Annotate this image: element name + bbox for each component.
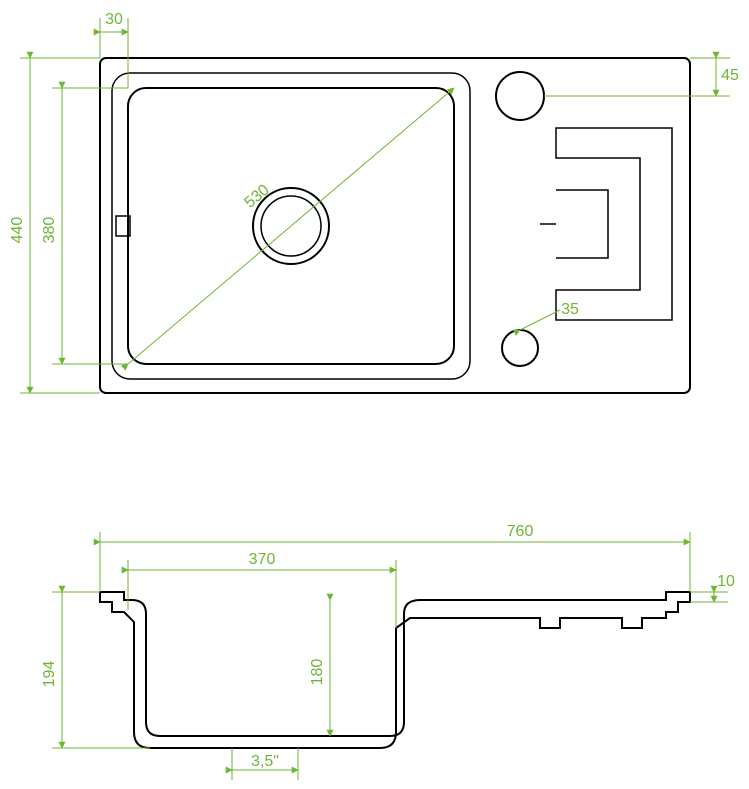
sink-outer	[100, 58, 690, 393]
dim-370: 370	[128, 551, 396, 628]
dim-drain: 3,5"	[232, 748, 298, 780]
drainer-ridge-inner	[556, 190, 608, 258]
dim-10: 10	[690, 573, 735, 602]
dim-380-label: 380	[41, 217, 58, 244]
dim-tap-offset-label: 45	[721, 67, 739, 84]
dim-offset-top-label: 30	[105, 11, 123, 28]
technical-drawing: 30 45 440 380 530	[0, 0, 749, 789]
dim-760-label: 760	[507, 523, 534, 540]
dim-180-label: 180	[309, 659, 326, 686]
dim-knockout-label: 35	[561, 301, 579, 318]
dim-180: 180	[309, 600, 330, 736]
dim-10-label: 10	[717, 573, 735, 590]
sink-profile	[100, 592, 690, 748]
dim-knockout-d: 35	[520, 301, 579, 330]
dim-diag: 530	[128, 88, 454, 364]
knockout-hole	[502, 330, 538, 366]
dim-760: 760	[100, 523, 690, 592]
top-view: 30 45 440 380 530	[9, 11, 739, 393]
dim-194-label: 194	[41, 661, 58, 688]
dim-tap-offset: 45	[544, 58, 739, 96]
tap-hole	[496, 72, 544, 120]
dim-440-label: 440	[9, 217, 26, 244]
dim-offset-top: 30	[100, 11, 128, 88]
side-view: 760 370 10 194 180	[41, 523, 735, 780]
dim-370-label: 370	[249, 551, 276, 568]
dim-drain-label: 3,5"	[251, 753, 279, 770]
drainer-ridge-outer	[556, 128, 672, 320]
dim-380: 380	[41, 88, 128, 364]
